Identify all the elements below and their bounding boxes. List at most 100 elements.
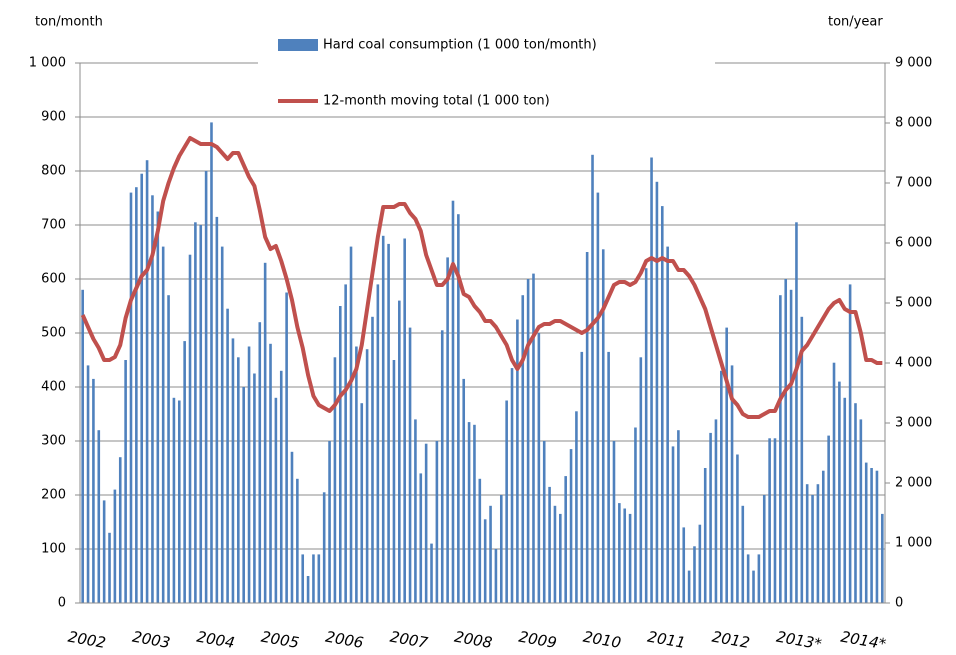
bar xyxy=(821,470,825,603)
y2-tick-label: 2 000 xyxy=(895,476,932,491)
y-tick-label: 800 xyxy=(41,164,66,179)
bar xyxy=(274,397,278,603)
x-tick-label: 2007 xyxy=(389,628,430,652)
x-tick-label: 2002 xyxy=(67,628,108,652)
bar xyxy=(365,349,369,603)
bar xyxy=(135,187,138,603)
y2-tick-label: 1 000 xyxy=(895,536,932,551)
bar xyxy=(720,370,723,603)
y-tick-label: 100 xyxy=(41,542,66,557)
bar xyxy=(204,171,208,603)
y-tick-label: 600 xyxy=(41,272,66,287)
bar xyxy=(338,306,342,603)
bar xyxy=(596,192,600,603)
bar xyxy=(398,300,401,603)
bar xyxy=(752,570,755,603)
bar xyxy=(526,279,530,603)
bar xyxy=(333,357,337,603)
bar xyxy=(682,527,686,603)
bar xyxy=(639,357,643,603)
bar xyxy=(419,473,423,603)
bar xyxy=(687,570,691,603)
bar xyxy=(183,341,186,603)
x-tick-label: 2011 xyxy=(646,628,687,652)
bar xyxy=(344,284,347,603)
bar xyxy=(151,195,154,604)
legend-box xyxy=(258,26,715,114)
bar xyxy=(376,284,380,603)
x-tick-label: 2014* xyxy=(839,628,888,654)
bar xyxy=(591,154,594,604)
x-tick-label: 2010 xyxy=(582,628,623,652)
bar xyxy=(811,495,814,603)
bar xyxy=(92,378,95,603)
bar xyxy=(156,211,160,603)
bar xyxy=(553,505,557,603)
bar xyxy=(108,532,111,603)
bar xyxy=(564,476,567,603)
bar xyxy=(875,470,879,603)
bar xyxy=(435,441,439,603)
bar xyxy=(97,430,101,603)
x-tick-label: 2009 xyxy=(517,628,558,652)
bar xyxy=(569,449,573,603)
bar xyxy=(843,397,847,603)
bar xyxy=(730,365,734,603)
bar xyxy=(462,378,466,603)
y-tick-label: 500 xyxy=(41,326,66,341)
bar xyxy=(795,222,798,604)
x-tick-label: 2008 xyxy=(453,628,494,652)
bar xyxy=(666,246,669,603)
bar xyxy=(220,246,224,603)
x-tick-label: 2006 xyxy=(324,628,365,652)
y2-axis-label: ton/year xyxy=(828,15,883,30)
bar xyxy=(736,454,739,603)
bar xyxy=(296,478,299,603)
bar xyxy=(816,484,820,603)
bar xyxy=(650,157,653,603)
bar xyxy=(231,338,235,603)
bar xyxy=(548,486,551,603)
bar xyxy=(226,308,229,603)
bar xyxy=(864,462,868,603)
bar xyxy=(644,268,648,603)
bar xyxy=(167,295,170,603)
bar xyxy=(789,289,793,603)
bar xyxy=(451,200,455,603)
bar xyxy=(381,235,385,604)
bar xyxy=(580,351,584,603)
bar xyxy=(328,441,331,603)
bar xyxy=(854,403,857,603)
bar xyxy=(827,435,830,603)
bar xyxy=(301,554,305,603)
bar xyxy=(242,387,245,603)
bar xyxy=(322,492,326,603)
bar xyxy=(725,327,728,603)
y-tick-label: 300 xyxy=(41,434,66,449)
bar xyxy=(559,513,562,603)
bar xyxy=(371,316,374,603)
bar xyxy=(838,381,841,603)
bar xyxy=(881,513,884,603)
bar xyxy=(140,173,144,603)
y2-tick-label: 4 000 xyxy=(895,356,932,371)
bar xyxy=(118,457,122,603)
bar xyxy=(237,357,240,603)
bar xyxy=(414,419,417,603)
bar xyxy=(355,346,358,603)
bar xyxy=(832,362,836,603)
y2-tick-label: 3 000 xyxy=(895,416,932,431)
bar xyxy=(440,330,444,603)
y-tick-label: 1 000 xyxy=(29,56,66,71)
bar xyxy=(499,495,503,603)
bar xyxy=(446,257,449,603)
bar xyxy=(489,505,492,603)
bar xyxy=(768,438,771,603)
legend-label: Hard coal consumption (1 000 ton/month) xyxy=(323,38,597,53)
bar xyxy=(601,249,605,604)
x-tick-label: 2013* xyxy=(775,628,824,654)
bar xyxy=(478,478,482,603)
bar xyxy=(779,295,782,603)
legend-swatch xyxy=(278,39,318,51)
